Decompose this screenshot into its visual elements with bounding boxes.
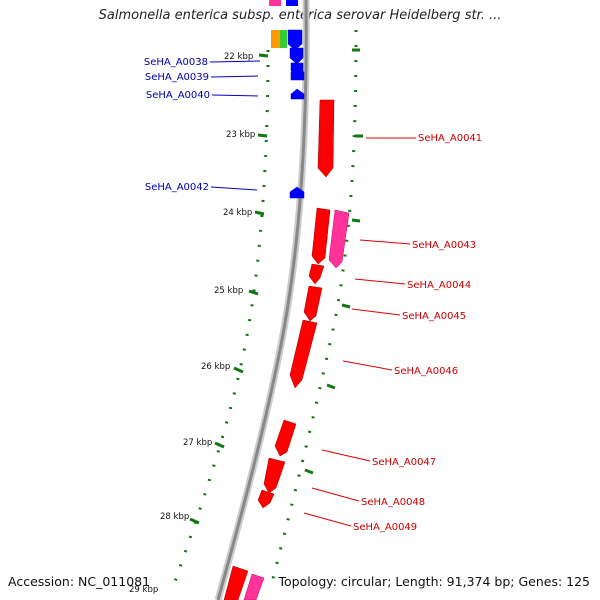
gene-arrow [289, 319, 318, 389]
cog-pink-genes [243, 209, 350, 600]
label-leader [351, 308, 401, 316]
tick-label: 27 kbp [183, 438, 212, 448]
cog-block-blue-top [286, 0, 298, 6]
tick-mark [257, 133, 268, 138]
tick-mark [189, 517, 200, 525]
label-leader [342, 360, 393, 371]
backbone-arc [216, 0, 308, 600]
gene-label: SeHA_A0047 [372, 457, 436, 468]
label-leader [354, 278, 406, 285]
gene-label: SeHA_A0045 [402, 311, 466, 322]
label-leader [209, 60, 261, 63]
tick-mark [258, 53, 269, 58]
tick-mark [233, 366, 244, 374]
label-leader [321, 449, 371, 462]
tick-label: 29 kbp [129, 585, 158, 595]
tick-mark [304, 468, 314, 475]
tick-mark [214, 441, 225, 449]
gene-arrow [223, 565, 249, 600]
gene-label: SeHA_A0040 [146, 90, 210, 101]
tick-marks [189, 48, 363, 525]
tick-mark [326, 383, 336, 390]
tick-mark [351, 218, 361, 223]
forward-genes [223, 99, 335, 600]
gene-arrow [311, 207, 331, 265]
gene-label: SeHA_A0046 [394, 366, 458, 377]
gene-arrow [303, 285, 323, 322]
gene-arrow [243, 573, 265, 600]
tick-label: 26 kbp [201, 362, 230, 372]
gene-label: SeHA_A0039 [145, 72, 209, 83]
cog-blocks [269, 0, 298, 48]
gene-arrow [317, 99, 335, 178]
map-title: Salmonella enterica subsp. enterica sero… [98, 8, 502, 23]
tick-label: 25 kbp [214, 286, 243, 296]
gene-label: SeHA_A0041 [418, 133, 482, 144]
cog-block-green [280, 30, 287, 48]
tick-label: 23 kbp [226, 130, 255, 140]
label-leader [311, 487, 360, 502]
gene-label: SeHA_A0043 [412, 240, 476, 251]
tick-mark [248, 289, 259, 296]
gene-label: SeHA_A0038 [144, 57, 208, 68]
label-leader [303, 512, 352, 527]
topology-label: Topology: circular; Length: 91,374 bp; G… [278, 574, 590, 589]
label-leader [210, 75, 259, 78]
tick-label: 24 kbp [223, 208, 252, 218]
gene-arrow [263, 457, 286, 494]
accession-label: Accession: NC_011081 [8, 574, 151, 589]
tick-label: 22 kbp [224, 52, 253, 62]
gene-label: SeHA_A0042 [145, 182, 209, 193]
gene-arrow [290, 88, 305, 100]
cog-block-orange [271, 30, 280, 48]
gene-label: SeHA_A0044 [407, 280, 471, 291]
gene-arrow [289, 47, 304, 65]
gene-label: SeHA_A0049 [353, 522, 417, 533]
backbone-arc-shadow [214, 0, 310, 600]
gene-arrow [290, 65, 305, 81]
label-leader [359, 239, 411, 245]
tick-label: 28 kbp [160, 512, 189, 522]
gene-arrow [328, 209, 350, 269]
cog-block-pink [269, 0, 281, 6]
gene-arrow [257, 489, 275, 509]
tick-mark [341, 303, 351, 309]
tick-mark [254, 210, 265, 216]
label-leader [210, 186, 258, 191]
gene-label: SeHA_A0048 [361, 497, 425, 508]
label-leader [211, 94, 259, 97]
gene-arrow [287, 29, 303, 51]
gene-arrow [289, 186, 305, 199]
reverse-genes [287, 29, 305, 199]
gene-arrow [274, 419, 297, 457]
gene-arrow [308, 263, 325, 285]
